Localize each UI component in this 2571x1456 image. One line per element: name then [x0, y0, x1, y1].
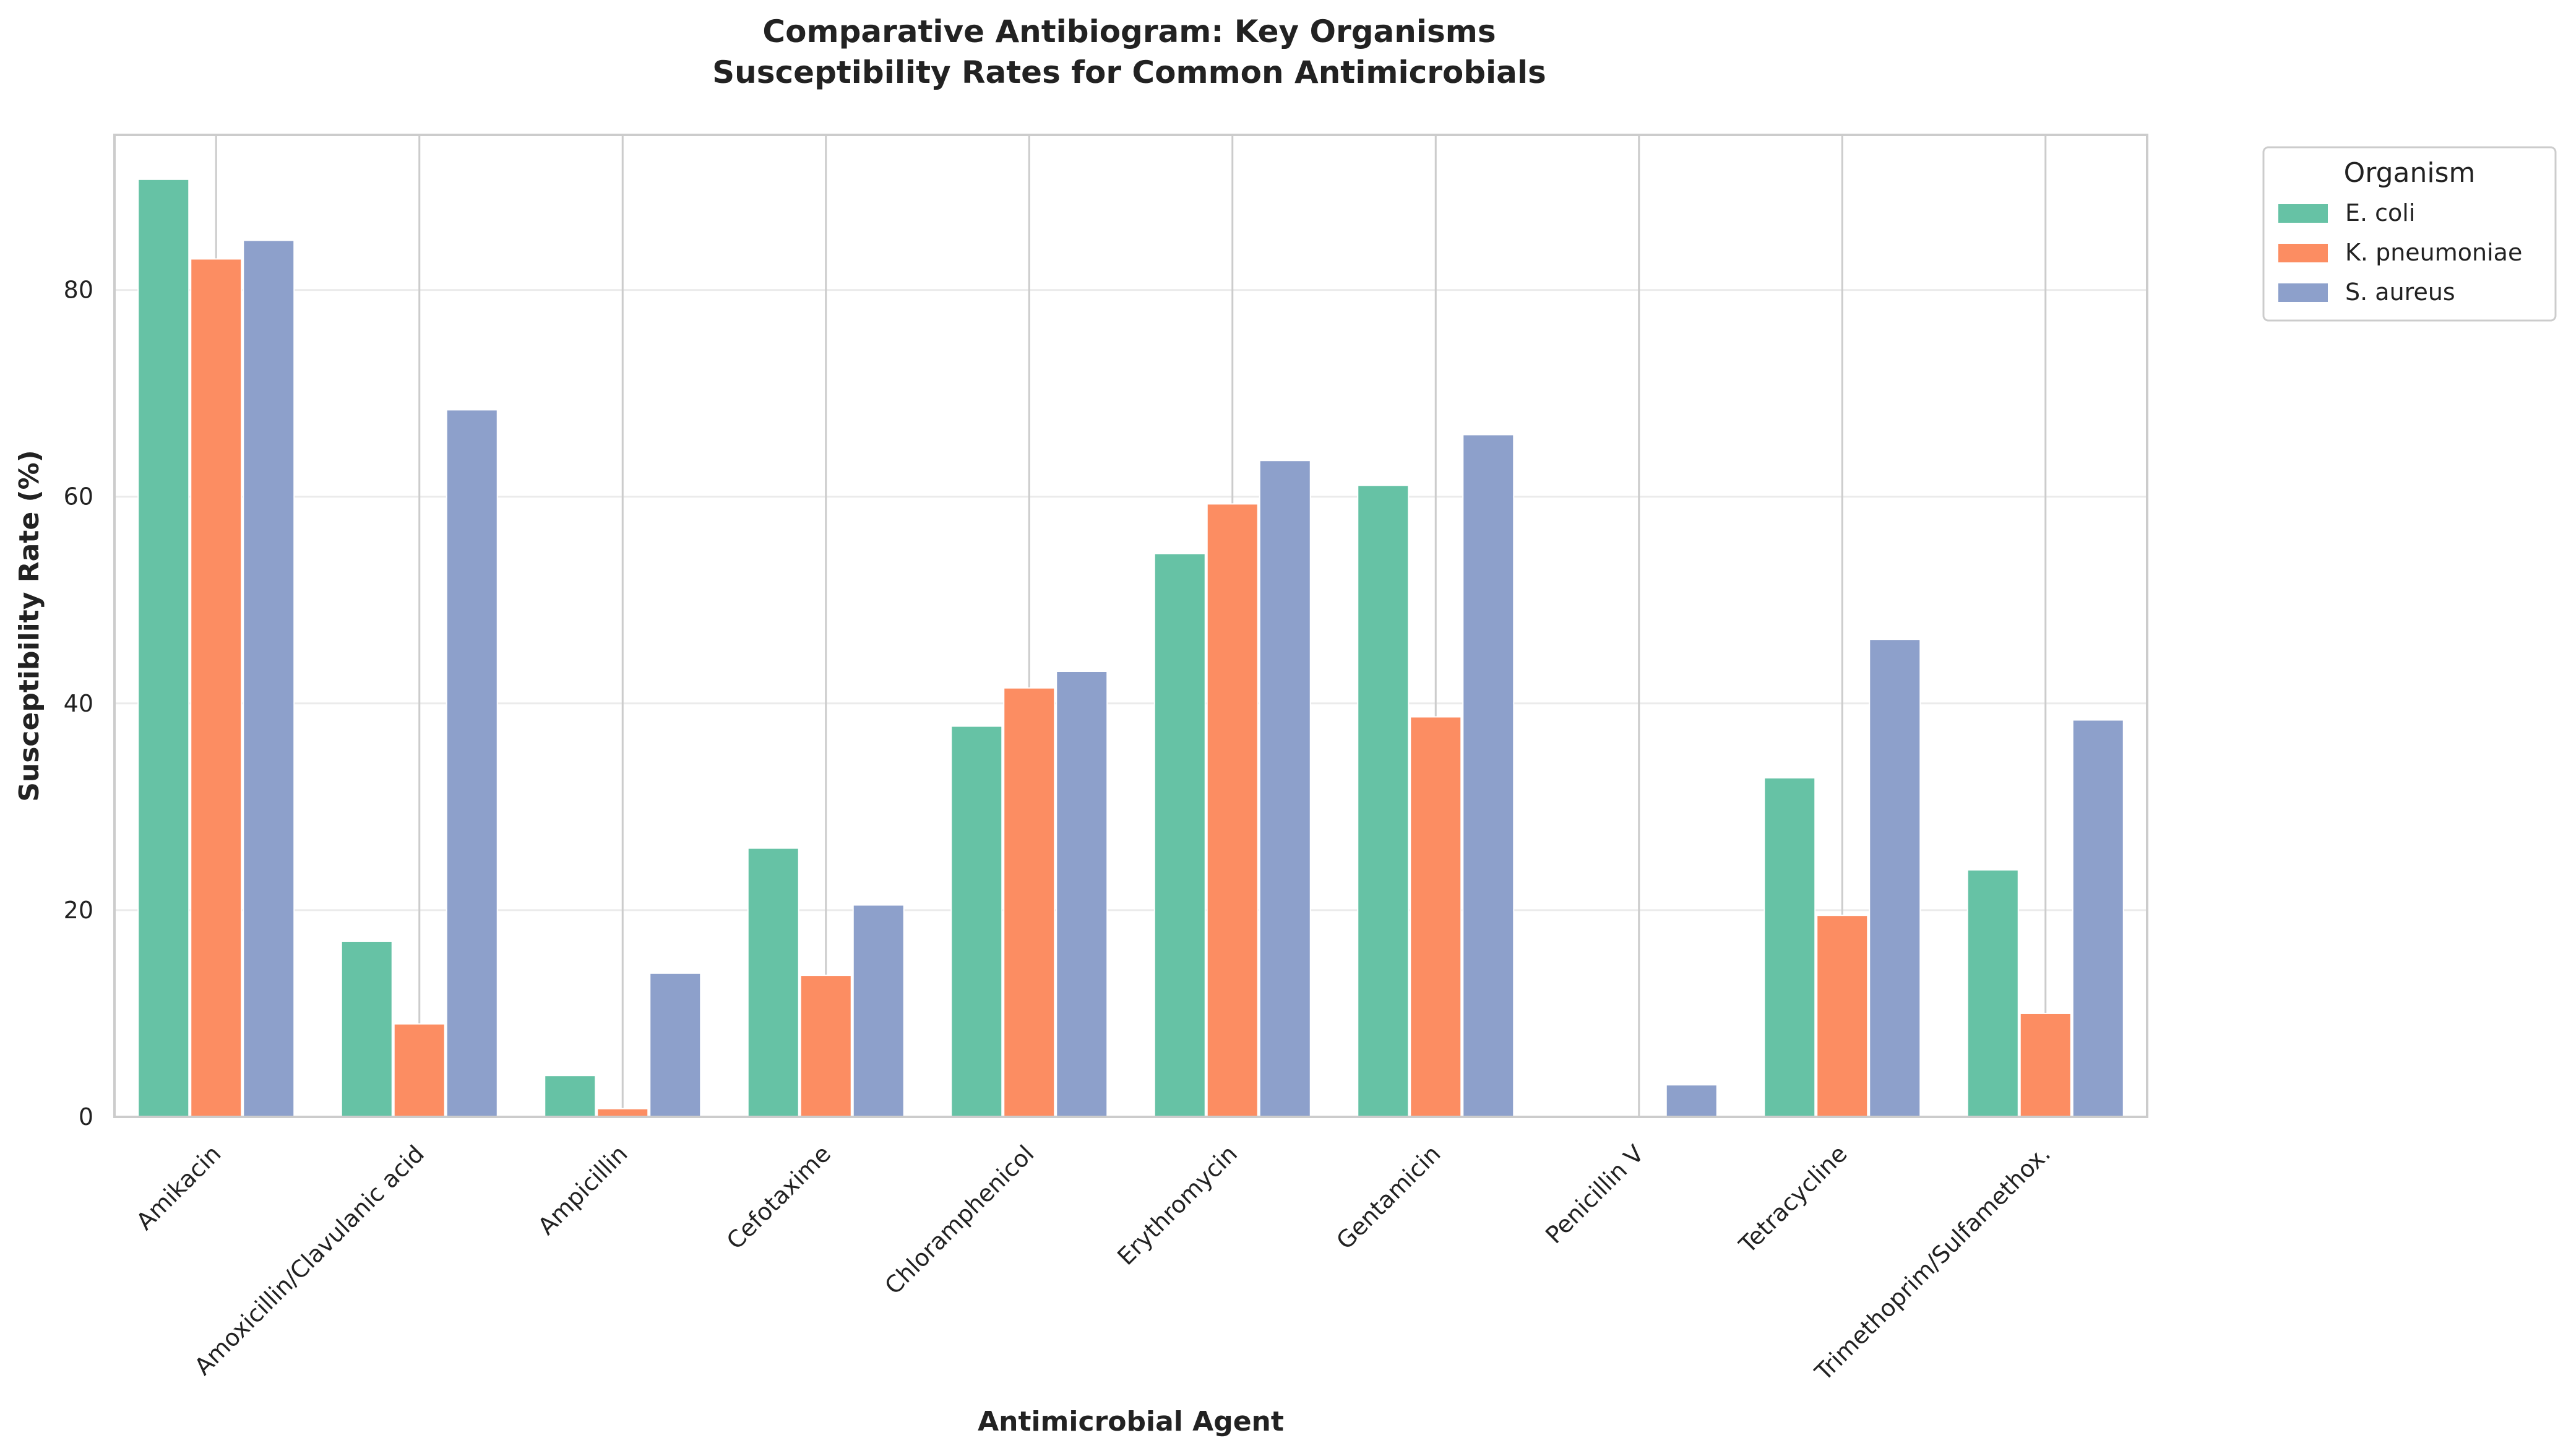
bar — [596, 1108, 649, 1118]
bar — [1764, 777, 1816, 1118]
legend: Organism E. coli K. pneumoniae S. aureus — [2262, 146, 2557, 322]
bar — [852, 904, 905, 1118]
bar — [393, 1023, 446, 1118]
y-tick-label: 0 — [79, 1103, 93, 1131]
bar — [243, 239, 295, 1118]
y-tick-label: 80 — [64, 277, 93, 304]
bar — [950, 725, 1003, 1118]
legend-box — [2262, 146, 2557, 322]
bar — [340, 941, 393, 1118]
bar — [799, 975, 852, 1118]
y-tick-label: 40 — [64, 690, 93, 717]
bar — [1869, 639, 1921, 1118]
legend-swatch — [2278, 244, 2328, 262]
bar — [649, 972, 702, 1118]
legend-swatch — [2278, 283, 2328, 302]
bar — [1966, 869, 2019, 1118]
bar — [1665, 1084, 1718, 1118]
bar — [1357, 485, 1410, 1118]
bar — [2072, 719, 2124, 1118]
legend-title: Organism — [2344, 157, 2476, 189]
bar — [137, 178, 190, 1118]
bar — [1462, 434, 1515, 1118]
bar — [2019, 1012, 2072, 1118]
bar — [544, 1075, 596, 1118]
chart-title-line-1: Comparative Antibiogram: Key Organisms — [762, 14, 1496, 50]
bar — [1153, 553, 1206, 1118]
y-axis-label: Susceptibility Rate (%) — [14, 450, 45, 802]
bar — [1206, 503, 1259, 1118]
bar — [1259, 460, 1311, 1118]
bar — [1003, 687, 1056, 1118]
legend-label: K. pneumoniae — [2345, 239, 2522, 266]
bars-group — [137, 178, 2124, 1118]
bar — [1410, 716, 1462, 1118]
bar — [1816, 915, 1869, 1118]
chart-title-line-2: Susceptibility Rates for Common Antimicr… — [712, 54, 1546, 90]
bar — [1056, 671, 1108, 1118]
plot-frame — [113, 134, 2148, 1118]
legend-label: S. aureus — [2345, 278, 2455, 306]
bar — [190, 258, 243, 1118]
legend-label: E. coli — [2345, 199, 2415, 226]
legend-swatch — [2278, 204, 2328, 223]
bar — [747, 847, 799, 1118]
bar — [446, 409, 498, 1118]
y-tick-label: 60 — [64, 483, 93, 510]
legend-items: E. coli K. pneumoniae S. aureus — [2278, 199, 2522, 306]
x-axis-label: Antimicrobial Agent — [978, 1406, 1284, 1437]
y-tick-label: 20 — [64, 897, 93, 924]
y-axis-ticks: 0 20 40 60 80 — [64, 277, 93, 1131]
